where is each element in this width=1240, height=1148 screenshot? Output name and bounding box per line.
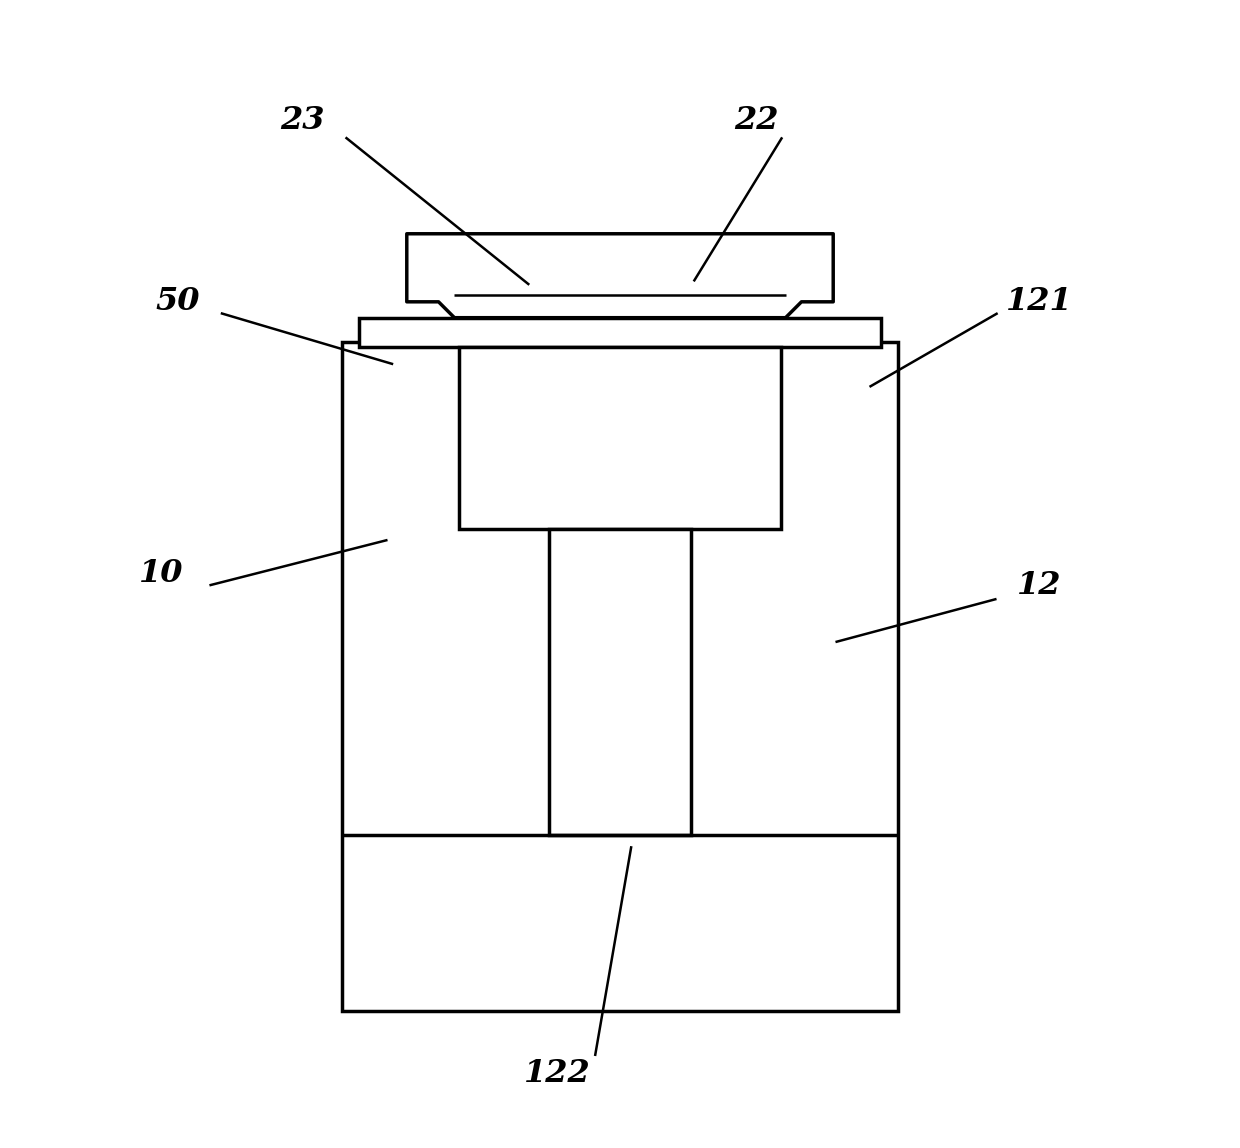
Text: 23: 23 xyxy=(280,104,325,135)
Text: 122: 122 xyxy=(525,1057,591,1088)
Text: 12: 12 xyxy=(1017,569,1061,600)
Bar xyxy=(360,318,880,347)
Text: 50: 50 xyxy=(155,286,200,317)
Text: 10: 10 xyxy=(139,558,184,590)
Text: 22: 22 xyxy=(734,104,779,135)
Bar xyxy=(342,341,898,1010)
Polygon shape xyxy=(407,234,833,318)
Text: 121: 121 xyxy=(1006,286,1073,317)
Bar xyxy=(459,347,781,528)
Bar xyxy=(548,528,692,835)
